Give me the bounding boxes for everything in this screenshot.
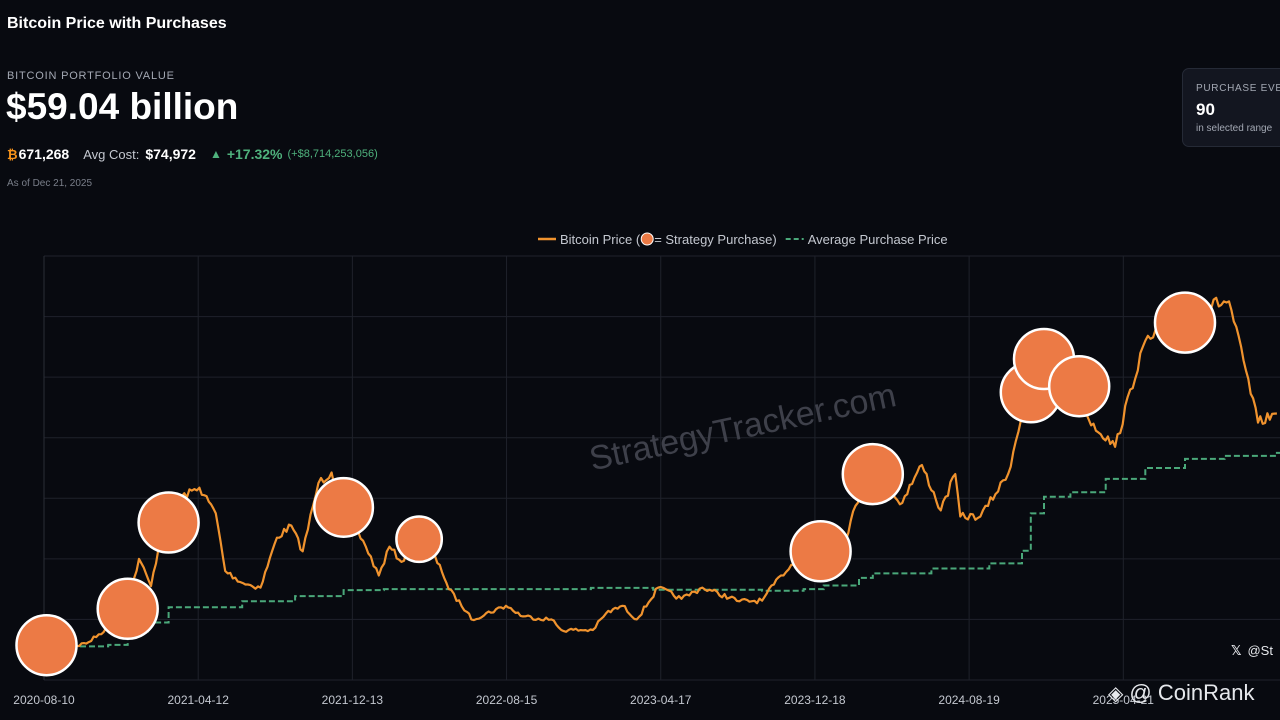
purchase-events-card: PURCHASE EVENTS 90 in selected range xyxy=(1182,68,1280,147)
purchase-markers xyxy=(15,291,1217,677)
purchase-events-sub: in selected range xyxy=(1196,123,1273,134)
x-handle-text: @St xyxy=(1247,643,1273,658)
btc-amount: 671,268 xyxy=(18,146,70,162)
page-title: Bitcoin Price with Purchases xyxy=(7,15,227,32)
purchase-marker[interactable] xyxy=(1153,291,1217,354)
x-tick-label: 2023-12-18 xyxy=(784,693,846,707)
avg-cost-value: $74,972 xyxy=(145,146,196,162)
purchase-marker[interactable] xyxy=(841,442,905,506)
legend-purchase-label: = Strategy Purchase) xyxy=(654,232,776,247)
purchase-marker[interactable] xyxy=(137,491,200,554)
legend-average-label: Average Purchase Price xyxy=(808,232,948,247)
as-of-date: As of Dec 21, 2025 xyxy=(7,178,93,189)
portfolio-label: BITCOIN PORTFOLIO VALUE xyxy=(7,70,175,82)
portfolio-stats: ₿ 671,268 Avg Cost: $74,972 ▲ +17.32% (+… xyxy=(7,146,378,162)
purchase-marker[interactable] xyxy=(313,476,375,538)
diamond-logo-icon: ◈ xyxy=(1108,683,1124,705)
legend-purchase-swatch xyxy=(640,232,654,246)
x-axis-ticks: 2020-08-10 2021-04-12 2021-12-13 2022-08-15… xyxy=(13,693,1154,707)
x-logo-icon: 𝕏 xyxy=(1231,643,1242,658)
purchase-events-label: PURCHASE EVENTS xyxy=(1196,83,1280,94)
chart-grid xyxy=(43,255,1280,681)
purchase-marker[interactable] xyxy=(1047,354,1111,418)
x-tick-label: 2021-12-13 xyxy=(322,693,384,707)
change-absolute: (+$8,714,253,056) xyxy=(287,148,378,160)
portfolio-value: $59.04 billion xyxy=(6,86,239,127)
purchase-marker[interactable] xyxy=(395,515,444,564)
x-tick-label: 2025-04-21 xyxy=(1093,693,1155,707)
purchase-marker[interactable] xyxy=(15,613,78,677)
chart-legend: Bitcoin Price ( = Strategy Purchase) Ave… xyxy=(538,232,948,247)
coinrank-brand: ◈ @ CoinRank xyxy=(1108,680,1254,706)
coinrank-text: @ CoinRank xyxy=(1129,680,1255,705)
purchase-marker[interactable] xyxy=(96,577,159,641)
purchase-marker[interactable] xyxy=(789,520,852,583)
x-tick-label: 2023-04-17 xyxy=(630,693,692,707)
change-percent: +17.32% xyxy=(226,146,283,162)
x-tick-label: 2020-08-10 xyxy=(13,693,75,707)
up-triangle-icon: ▲ xyxy=(209,147,222,161)
bitcoin-icon: ₿ xyxy=(7,146,18,162)
x-tick-label: 2022-08-15 xyxy=(476,693,538,707)
legend-price-label: Bitcoin Price ( xyxy=(560,232,641,247)
x-tick-label: 2024-08-19 xyxy=(938,693,1000,707)
x-tick-label: 2021-04-12 xyxy=(167,693,229,707)
purchase-events-count: 90 xyxy=(1196,100,1215,119)
average-purchase-line xyxy=(44,451,1280,648)
avg-cost-label: Avg Cost: xyxy=(83,146,140,162)
x-handle: 𝕏 @St xyxy=(1231,643,1273,659)
